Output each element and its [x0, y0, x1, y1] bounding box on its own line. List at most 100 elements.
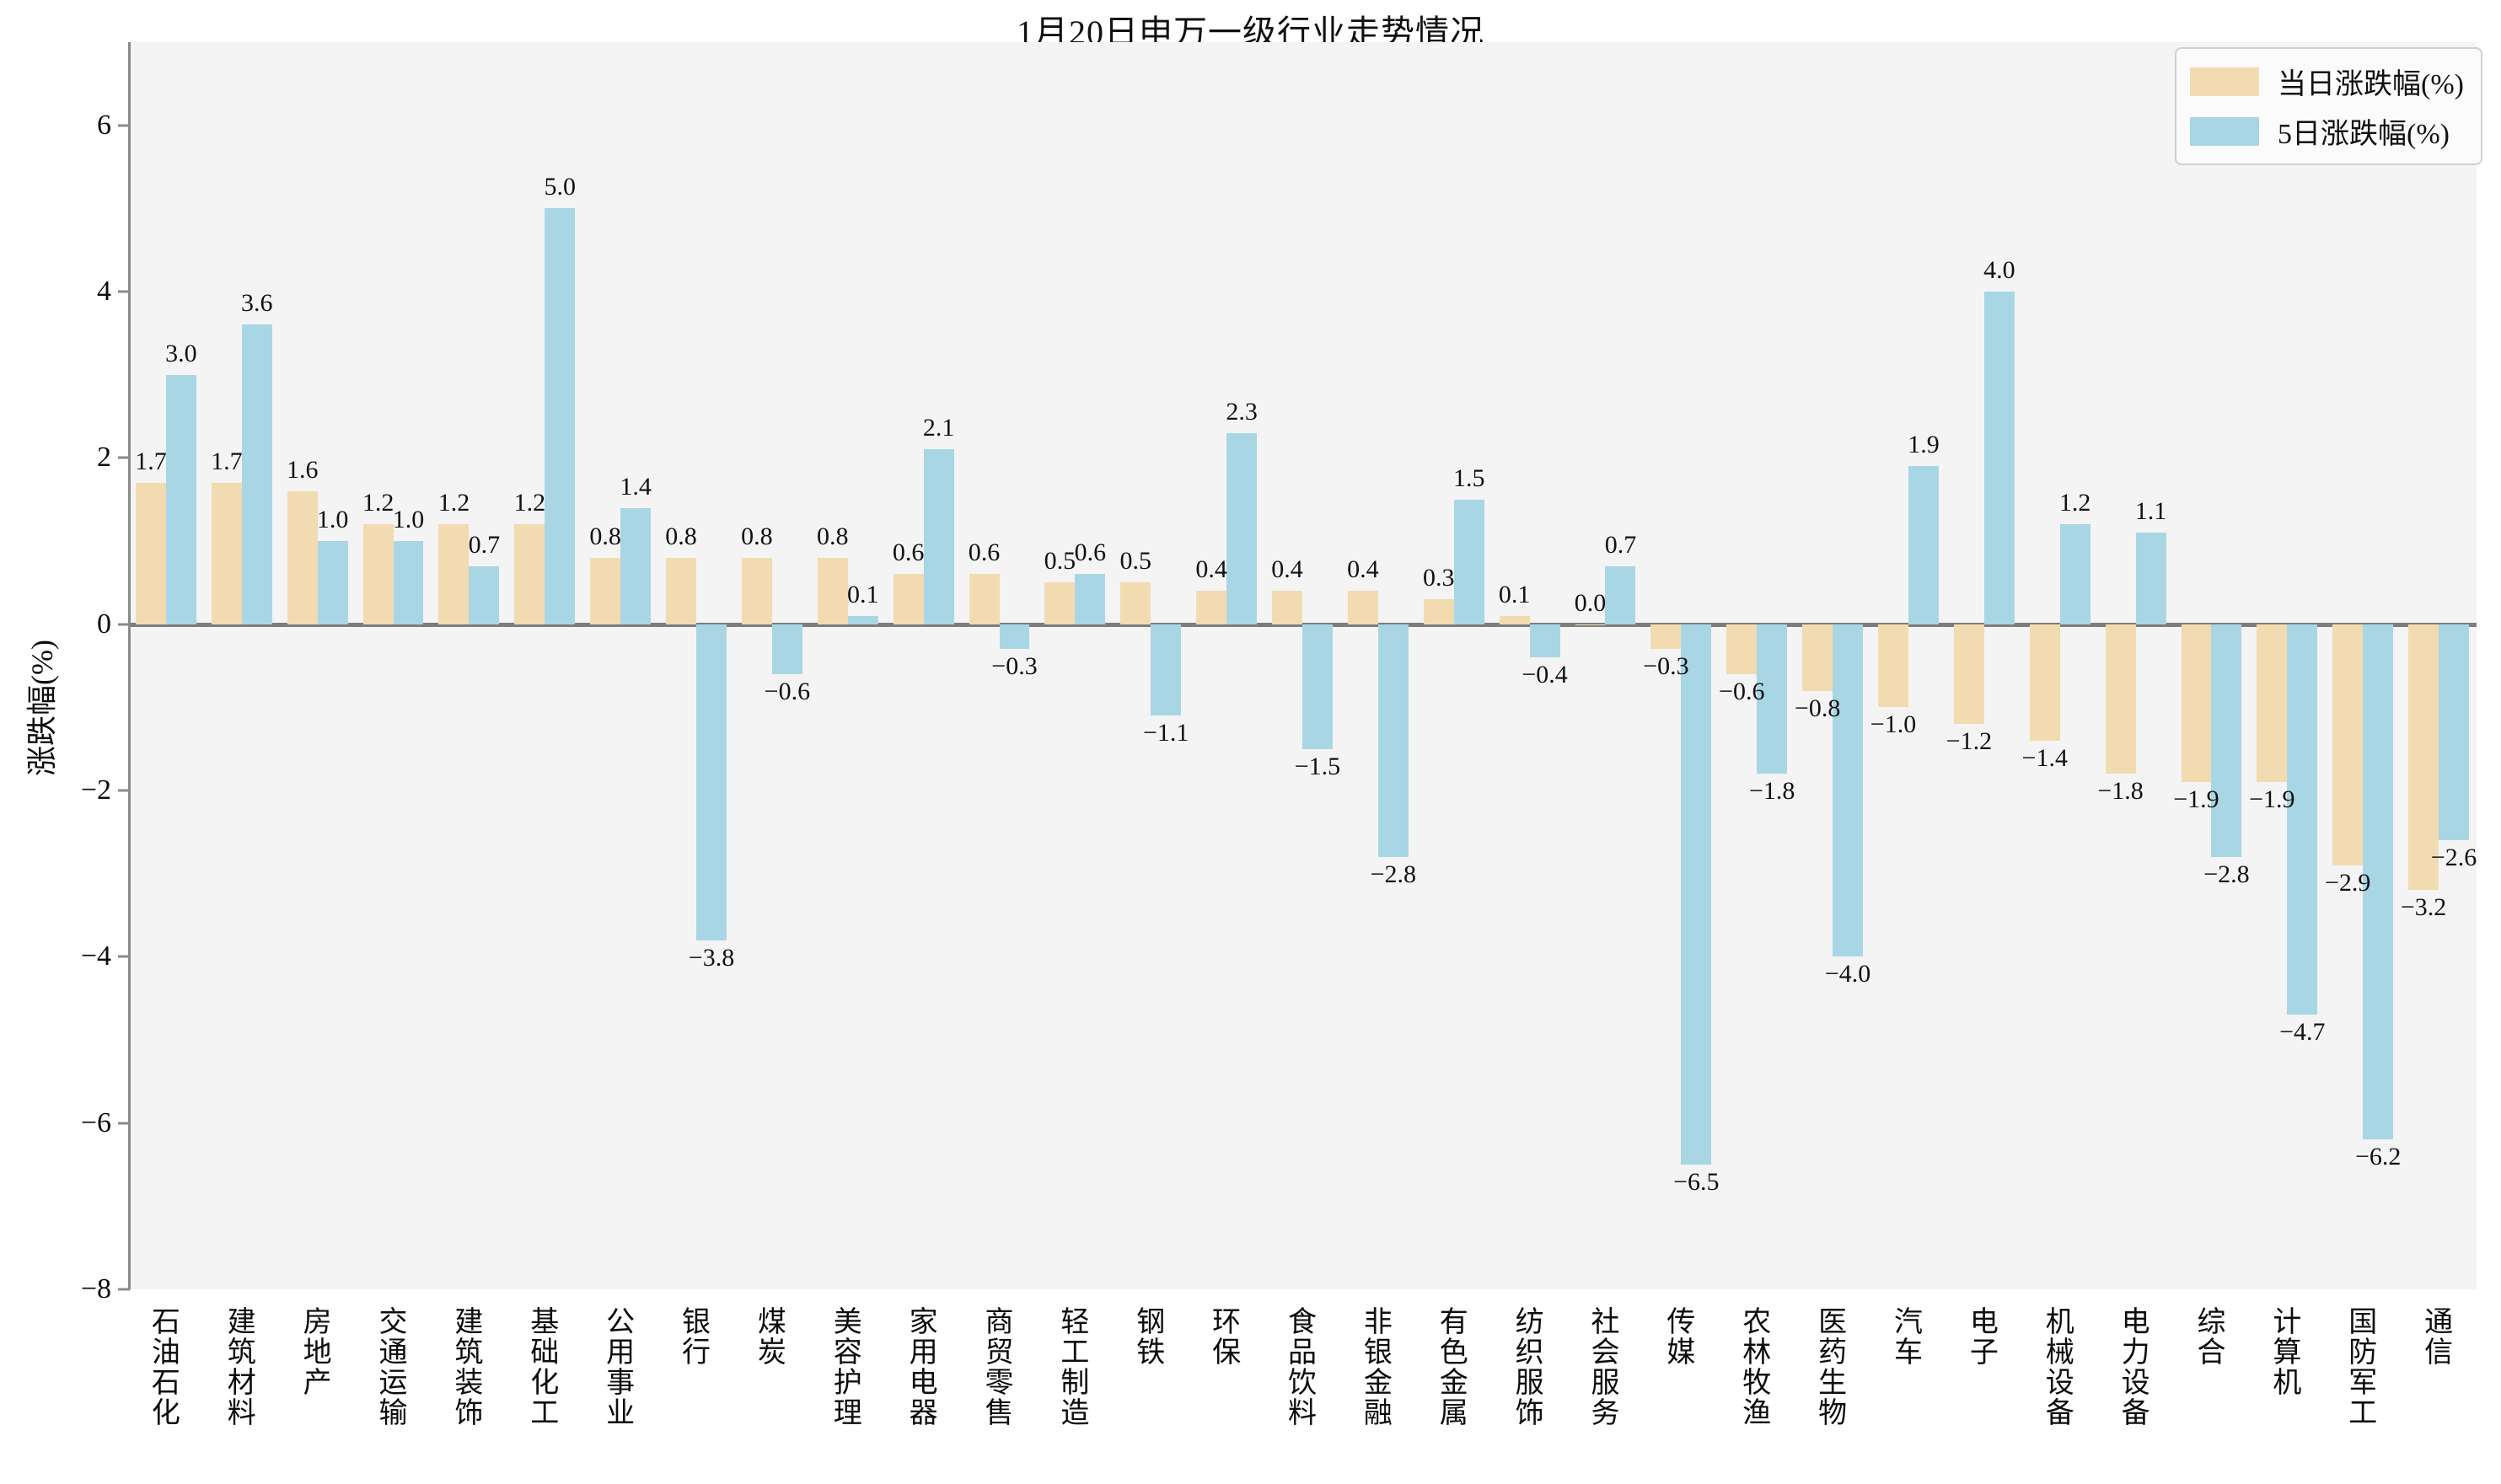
bar-value-label: 0.8: [665, 522, 697, 550]
x-tick-label: 电子: [1969, 1307, 1999, 1369]
bar-value-label: 0.5: [1044, 547, 1076, 576]
x-tick-label: 石油石化: [151, 1307, 180, 1430]
x-tick-label: 房地产: [303, 1307, 332, 1400]
bar: [362, 524, 394, 624]
bar: [1953, 624, 1984, 725]
bar-value-label: −1.8: [1748, 777, 1795, 806]
y-tick-label: −4: [80, 940, 111, 972]
bar: [1605, 565, 1636, 624]
x-tick-label: 农林牧渔: [1742, 1307, 1772, 1430]
bar-value-label: 0.6: [968, 538, 1001, 567]
bar: [2059, 524, 2090, 624]
x-tick-label: 食品饮料: [1288, 1307, 1317, 1430]
bar-value-label: −2.8: [2203, 860, 2250, 888]
bar-value-label: −0.6: [764, 677, 811, 705]
legend-label: 5日涨跌幅(%): [2278, 119, 2450, 150]
x-tick-label: 环保: [1212, 1307, 1242, 1369]
bar: [817, 557, 848, 624]
bar: [1347, 591, 1378, 624]
bar-value-label: 0.3: [1423, 564, 1455, 592]
bar-value-label: 0.7: [468, 530, 501, 559]
x-tick-label: 机械设备: [2045, 1307, 2074, 1430]
bar: [1302, 624, 1333, 749]
bar: [923, 449, 954, 624]
bar: [211, 482, 242, 624]
bar: [393, 541, 424, 624]
bar-value-label: 1.6: [286, 455, 319, 484]
bar: [2135, 533, 2166, 624]
bar: [287, 490, 318, 624]
bar: [2439, 624, 2469, 841]
bar-value-label: −0.3: [991, 652, 1038, 681]
bar: [666, 557, 697, 624]
bar-value-label: −1.0: [1870, 710, 1917, 739]
bar: [1878, 624, 1908, 708]
bar-value-label: −3.2: [2400, 893, 2447, 922]
bar: [438, 524, 470, 624]
bar: [135, 482, 166, 624]
y-tick-mark: [118, 955, 130, 958]
legend-swatch: [2190, 116, 2260, 146]
x-tick-label: 商贸零售: [985, 1307, 1014, 1430]
x-tick-label: 社会服务: [1591, 1307, 1620, 1430]
y-tick-mark: [118, 623, 130, 626]
bar: [999, 624, 1030, 650]
bar: [1453, 499, 1484, 624]
y-tick-mark: [118, 124, 130, 127]
y-tick-label: 0: [97, 608, 111, 640]
y-tick-label: 6: [97, 109, 111, 141]
bar: [2332, 624, 2364, 865]
bar-value-label: 1.2: [513, 489, 546, 517]
bar-value-label: 1.2: [362, 489, 394, 517]
bar: [2408, 624, 2439, 891]
bar-value-label: 5.0: [544, 173, 577, 201]
bar: [1196, 591, 1227, 624]
bar-value-label: −0.4: [1522, 661, 1568, 689]
bar-value-label: 1.9: [1908, 431, 1940, 459]
bar: [969, 574, 1000, 624]
bar-value-label: −0.8: [1794, 694, 1841, 722]
bar-value-label: −6.2: [2354, 1143, 2402, 1171]
y-tick-label: −8: [80, 1273, 111, 1305]
legend: 当日涨跌幅(%) 5日涨跌幅(%): [2175, 47, 2482, 165]
bar: [696, 624, 727, 940]
bar: [2105, 624, 2136, 774]
bar-value-label: −2.6: [2430, 844, 2477, 872]
x-tick-label: 钢铁: [1136, 1307, 1166, 1369]
x-tick-label: 传媒: [1666, 1307, 1696, 1369]
bar-value-label: 0.4: [1271, 555, 1303, 584]
x-tick-label: 有色金属: [1439, 1307, 1468, 1430]
bar: [469, 565, 500, 624]
y-axis-label-wrap: 涨跌幅(%): [24, 42, 74, 1289]
bar: [1377, 624, 1409, 857]
y-tick-mark: [118, 456, 130, 459]
legend-swatch: [2190, 67, 2260, 96]
x-tick-label: 医药生物: [1818, 1307, 1848, 1430]
x-tick-label: 非银金融: [1363, 1307, 1393, 1430]
y-axis-label: 涨跌幅(%): [25, 640, 59, 776]
bar-value-label: 1.5: [1452, 463, 1485, 492]
bar-value-label: 0.8: [589, 522, 621, 550]
bar-value-label: 1.4: [620, 472, 652, 501]
bar-value-label: 1.1: [2134, 497, 2167, 526]
bar-value-label: −0.3: [1643, 652, 1689, 681]
bar: [1423, 599, 1454, 624]
bar-value-label: 3.6: [241, 289, 273, 318]
x-tick-label: 家用电器: [909, 1307, 938, 1430]
x-tick-label: 建筑装饰: [454, 1307, 484, 1430]
bar-value-label: −2.8: [1370, 860, 1417, 888]
bar-value-label: −0.6: [1719, 677, 1765, 705]
bar: [1908, 466, 1939, 624]
x-tick-label: 汽车: [1893, 1307, 1923, 1369]
bar-value-label: 2.1: [922, 414, 955, 442]
x-tick-label: 轻工制造: [1060, 1307, 1090, 1430]
y-tick-label: −6: [80, 1106, 111, 1138]
bar-value-label: 0.8: [817, 522, 849, 550]
x-tick-label: 纺织服饰: [1515, 1307, 1544, 1430]
bar-value-label: −1.9: [2173, 785, 2219, 814]
legend-item[interactable]: 当日涨跌幅(%): [2190, 61, 2464, 102]
y-tick-mark: [118, 1122, 130, 1125]
legend-item[interactable]: 5日涨跌幅(%): [2190, 110, 2464, 152]
bar: [1272, 591, 1302, 624]
bar-value-label: −1.4: [2021, 743, 2068, 772]
